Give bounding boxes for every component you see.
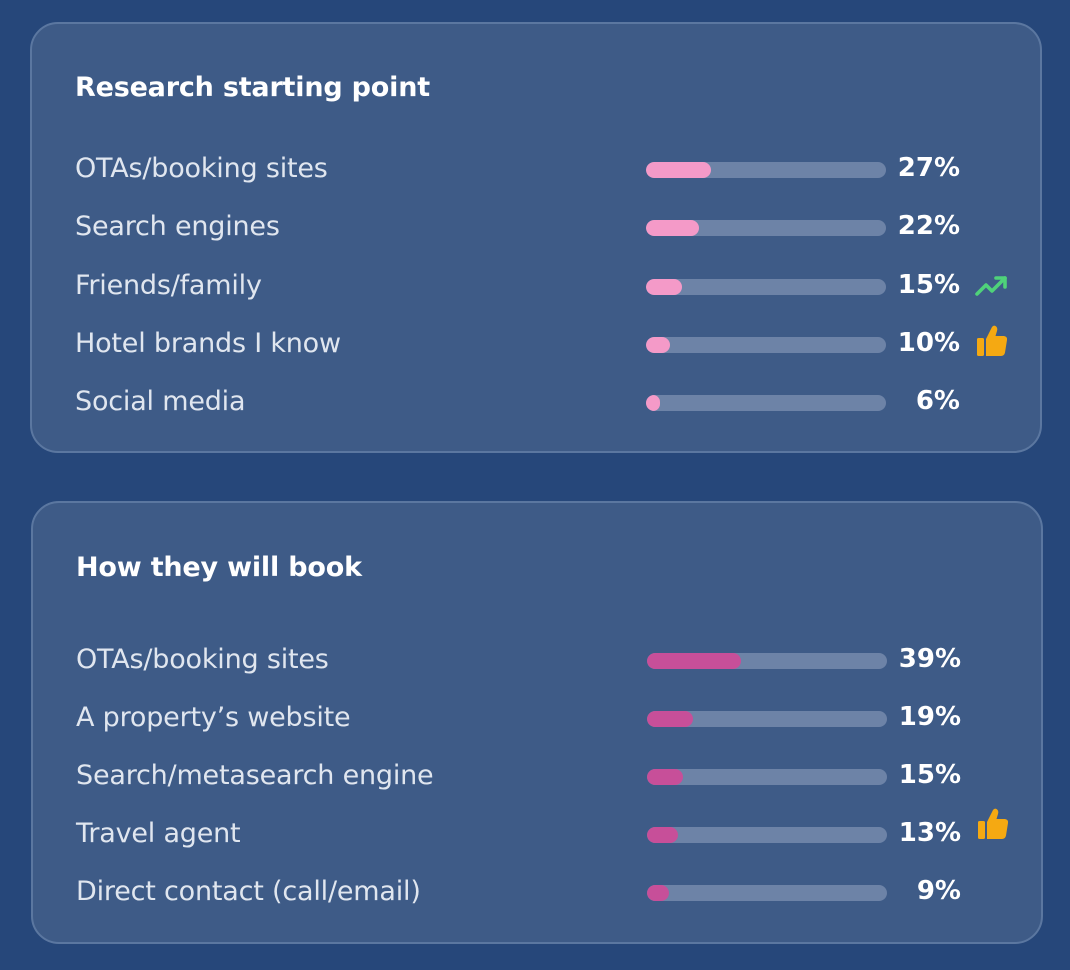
bar-row: Social media 6% <box>32 382 1040 422</box>
category-label: Direct contact (call/email) <box>76 876 421 907</box>
thumbs-up-icon <box>975 806 1011 842</box>
bar-row: Direct contact (call/email) 9% <box>33 872 1041 912</box>
bar-track <box>646 336 886 353</box>
value-label: 6% <box>915 386 960 416</box>
booking-chart-title: How they will book <box>76 552 362 583</box>
value-label: 15% <box>897 269 960 300</box>
bar <box>646 278 682 295</box>
research-starting-point-card: Research starting point OTAs/booking sit… <box>30 22 1042 453</box>
value-label: 19% <box>898 702 961 732</box>
research-chart-title: Research starting point <box>75 72 430 103</box>
trending-up-icon <box>974 269 1010 305</box>
category-label: OTAs/booking sites <box>76 644 329 675</box>
bar <box>647 711 693 727</box>
category-label: Travel agent <box>76 818 241 849</box>
value-label: 15% <box>898 760 961 790</box>
how-they-will-book-card: How they will book OTAs/booking sites 39%… <box>31 501 1043 944</box>
bar-track <box>647 711 887 727</box>
category-label: Social media <box>75 386 246 417</box>
category-label: Hotel brands I know <box>75 327 341 359</box>
bar-row: OTAs/booking sites 27% <box>32 149 1040 189</box>
category-label: Search/metasearch engine <box>76 760 434 791</box>
bar <box>646 220 699 237</box>
value-label: 13% <box>898 818 961 848</box>
bar <box>647 653 741 669</box>
bar-row: Travel agent 13% <box>33 808 1041 854</box>
bar-track <box>646 395 886 411</box>
bar-row: OTAs/booking sites 39% <box>33 640 1041 680</box>
category-label: Friends/family <box>75 269 262 301</box>
bar-row: A property’s website 19% <box>33 698 1041 738</box>
bar-track <box>646 278 886 295</box>
bar <box>647 769 683 785</box>
bar <box>647 885 669 901</box>
category-label: Search engines <box>75 211 280 243</box>
category-label: A property’s website <box>76 702 351 733</box>
bar-row: Search/metasearch engine 15% <box>33 756 1041 796</box>
bar-track <box>647 827 887 843</box>
bar <box>647 827 679 843</box>
value-label: 10% <box>897 327 960 358</box>
bar <box>646 395 661 411</box>
value-label: 39% <box>898 644 961 674</box>
bar-track <box>647 769 887 785</box>
bar <box>646 336 670 353</box>
value-label: 22% <box>897 211 960 242</box>
bar-track <box>647 653 887 669</box>
bar-row: Friends/family 15% <box>32 266 1040 306</box>
bar-row: Hotel brands I know 10% <box>32 324 1040 364</box>
value-label: 9% <box>916 876 961 906</box>
bar <box>646 162 711 178</box>
value-label: 27% <box>897 153 960 183</box>
thumbs-up-icon <box>974 323 1010 359</box>
category-label: OTAs/booking sites <box>75 153 328 184</box>
bar-track <box>646 162 886 178</box>
bar-track <box>647 885 887 901</box>
bar-row: Search engines 22% <box>32 207 1040 247</box>
bar-track <box>646 220 886 237</box>
